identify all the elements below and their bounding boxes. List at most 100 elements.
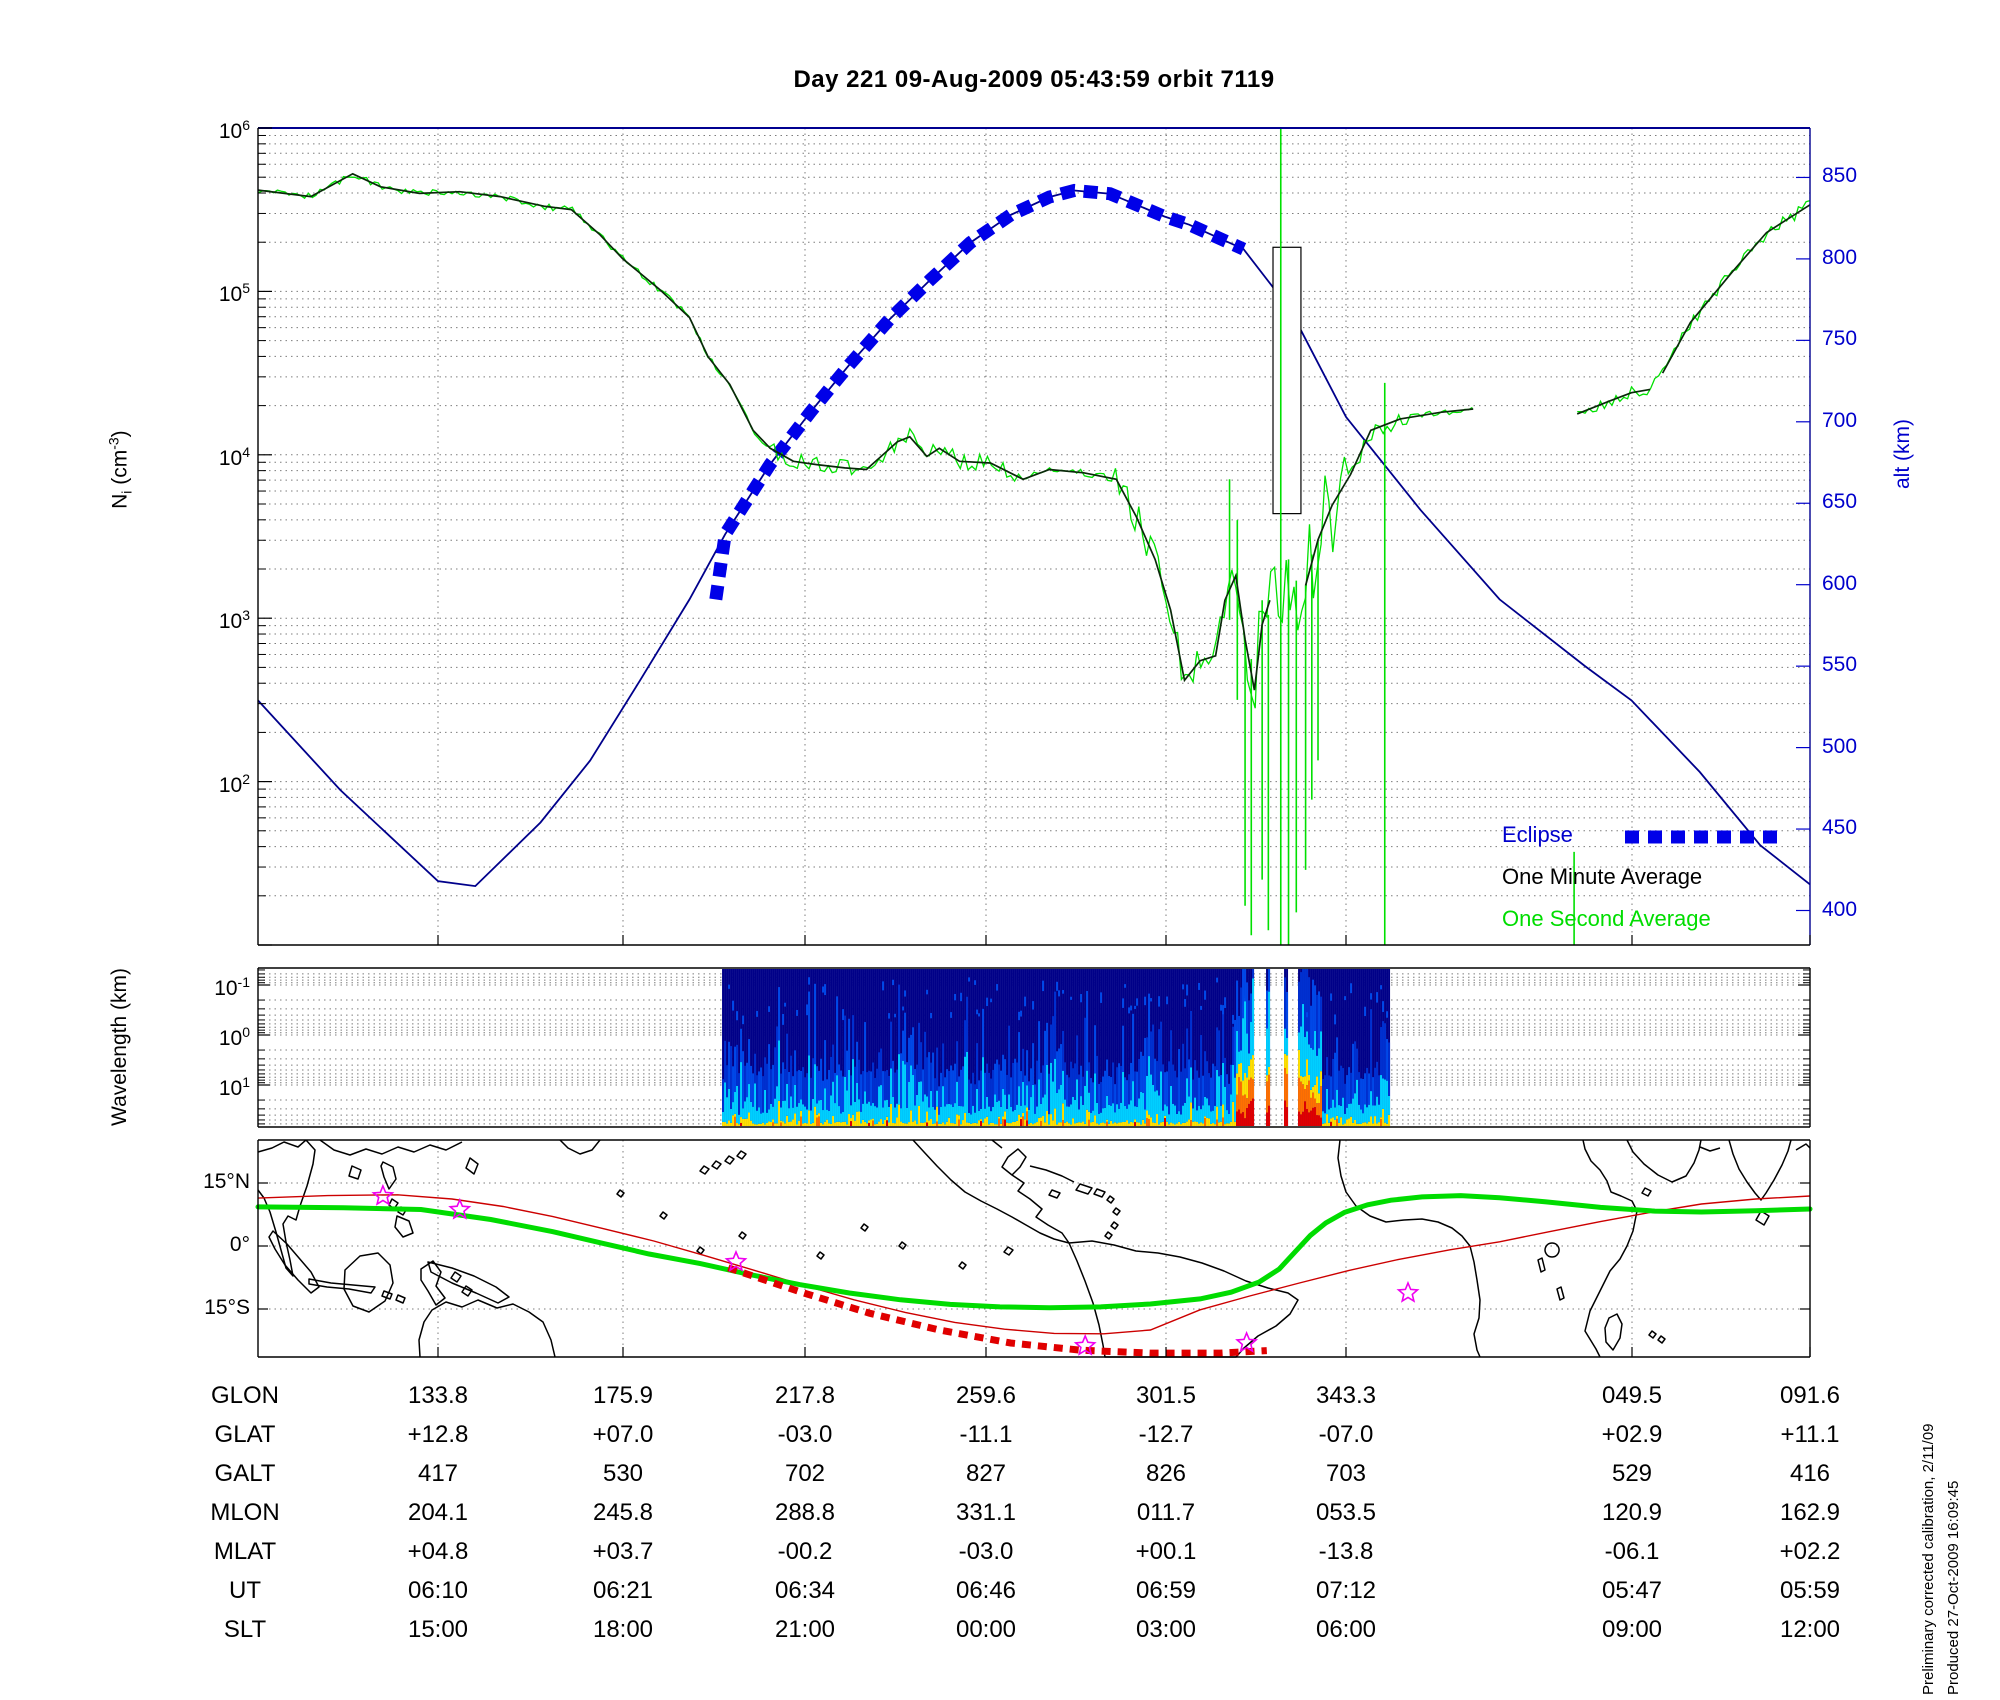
spectrogram-column xyxy=(1238,1051,1241,1064)
spectrogram-column xyxy=(1240,1050,1243,1064)
spectrogram-column xyxy=(732,969,735,1126)
spectrogram-column xyxy=(1204,1118,1207,1126)
one-second-average-curve xyxy=(257,175,1473,709)
spectrogram-column xyxy=(978,1110,981,1121)
table-cell-glon-5: 343.3 xyxy=(1315,1382,1377,1409)
coastline xyxy=(465,1157,479,1175)
table-cell-galt-4: 826 xyxy=(1145,1460,1187,1487)
spectrogram-column xyxy=(980,969,983,1126)
spectrogram-column xyxy=(782,969,785,1126)
spectrogram-column xyxy=(984,1072,987,1109)
spectrogram-column xyxy=(926,1057,929,1097)
spectrogram-column xyxy=(964,1112,967,1126)
spectrogram-column xyxy=(900,1053,903,1109)
spectrogram-column xyxy=(952,1123,955,1126)
spectrogram-column xyxy=(1138,1098,1141,1123)
magnetic-equator-line xyxy=(257,1194,1811,1335)
spectrogram-column xyxy=(1068,1106,1071,1124)
spectrogram-speckle xyxy=(888,1013,891,1019)
coastline xyxy=(1641,1187,1652,1197)
spectrogram-column xyxy=(1132,1013,1135,1082)
spectrogram-column xyxy=(914,1120,917,1126)
spectrogram-column xyxy=(996,1059,999,1102)
ni-tick-label: 105 xyxy=(218,280,250,307)
spectrogram-column xyxy=(1172,1103,1175,1124)
spectrogram-column xyxy=(1152,1024,1155,1085)
spectrogram-column xyxy=(1140,1124,1143,1126)
spectrogram-column xyxy=(1212,969,1215,1126)
spectrogram-column xyxy=(882,969,885,1126)
spectrogram-column xyxy=(1308,1074,1311,1081)
spectrogram-column xyxy=(788,1108,791,1122)
spectrogram-column xyxy=(1324,1113,1327,1124)
spectrogram-speckle xyxy=(974,980,977,985)
spectrogram-column xyxy=(798,1120,801,1126)
spectrogram-column xyxy=(810,1077,813,1111)
spectrogram-column xyxy=(1150,1074,1153,1118)
spectrogram-column xyxy=(1048,1114,1051,1125)
spectrogram-column xyxy=(1088,969,1091,1126)
spectrogram-column xyxy=(1216,1069,1219,1107)
alt-tick-label: 450 xyxy=(1822,816,1858,840)
spectrogram-column xyxy=(1304,969,1307,1038)
spectrogram-column xyxy=(958,1115,961,1120)
spectrogram-column xyxy=(722,1079,725,1112)
spectrogram-column xyxy=(1112,969,1115,1126)
spectrogram-column xyxy=(724,1122,727,1126)
spectrogram-speckle xyxy=(1124,984,1127,988)
legend-one-second-average: One Second Average xyxy=(1502,906,1711,931)
spectrogram-column xyxy=(840,1070,843,1114)
spectrogram-column xyxy=(1096,969,1099,1126)
spectrogram-column xyxy=(1386,1123,1389,1126)
spectrogram-column xyxy=(1334,1107,1337,1121)
spectrogram-column xyxy=(1326,1088,1329,1115)
spectrogram-column xyxy=(880,1119,883,1126)
spectrogram-column xyxy=(1140,1051,1143,1092)
spectrogram-column xyxy=(1330,1118,1333,1122)
spectrogram-column xyxy=(1122,1121,1125,1126)
spectrogram-column xyxy=(1322,1123,1325,1126)
spectrogram-column xyxy=(746,1062,749,1098)
spectrogram-column xyxy=(986,1116,989,1126)
spectrogram-column xyxy=(898,1054,901,1105)
spectrogram-speckle xyxy=(1032,1001,1035,1010)
spectrogram-column xyxy=(762,1112,765,1123)
spectrogram-speckle xyxy=(1232,1014,1235,1024)
spectrogram-column xyxy=(950,1123,953,1126)
spectrogram-column xyxy=(1014,1109,1017,1122)
spectrogram-column xyxy=(1348,1067,1351,1104)
coastline xyxy=(1604,1313,1623,1351)
spectrogram-column xyxy=(1014,969,1017,1126)
spectrogram-column xyxy=(1150,1117,1153,1126)
table-row-label-glat: GLAT xyxy=(214,1421,276,1448)
spectrogram-column xyxy=(732,1066,735,1103)
spectrogram-column xyxy=(1036,1122,1039,1126)
table-cell-glat-1: +07.0 xyxy=(592,1421,654,1448)
alt-tick-label: 800 xyxy=(1822,245,1858,269)
spectrogram-column xyxy=(1098,1083,1101,1114)
spectrogram-column xyxy=(1022,969,1025,1126)
spectrogram-column xyxy=(1066,969,1069,1126)
spectrogram-column xyxy=(1070,969,1073,1126)
spectrogram-column xyxy=(1348,1118,1351,1126)
spectrogram-column xyxy=(1232,1026,1235,1065)
spectrogram-column xyxy=(934,969,937,1126)
coastline xyxy=(1556,1286,1565,1301)
spectrogram-column xyxy=(1146,1117,1149,1126)
spectrogram-column xyxy=(1150,1031,1153,1075)
spectrogram-speckle xyxy=(954,993,957,1001)
spectrogram-column xyxy=(944,1106,947,1125)
spectrogram-column xyxy=(976,1123,979,1126)
spectrogram-column xyxy=(726,1097,729,1124)
spectrogram-column xyxy=(1148,1114,1151,1120)
spectrogram-column xyxy=(1136,1071,1139,1107)
spectrogram-column xyxy=(1342,1124,1345,1126)
spectrogram-column xyxy=(928,1052,931,1108)
spectrogram-column xyxy=(986,1063,989,1097)
altitude-curve xyxy=(257,189,1811,888)
spectrogram-column xyxy=(846,1124,849,1126)
spectrogram-column xyxy=(922,969,925,1126)
spectrogram-column xyxy=(1206,1117,1209,1126)
spectrogram-column xyxy=(1026,1107,1029,1112)
spectrogram-column xyxy=(990,969,993,1126)
